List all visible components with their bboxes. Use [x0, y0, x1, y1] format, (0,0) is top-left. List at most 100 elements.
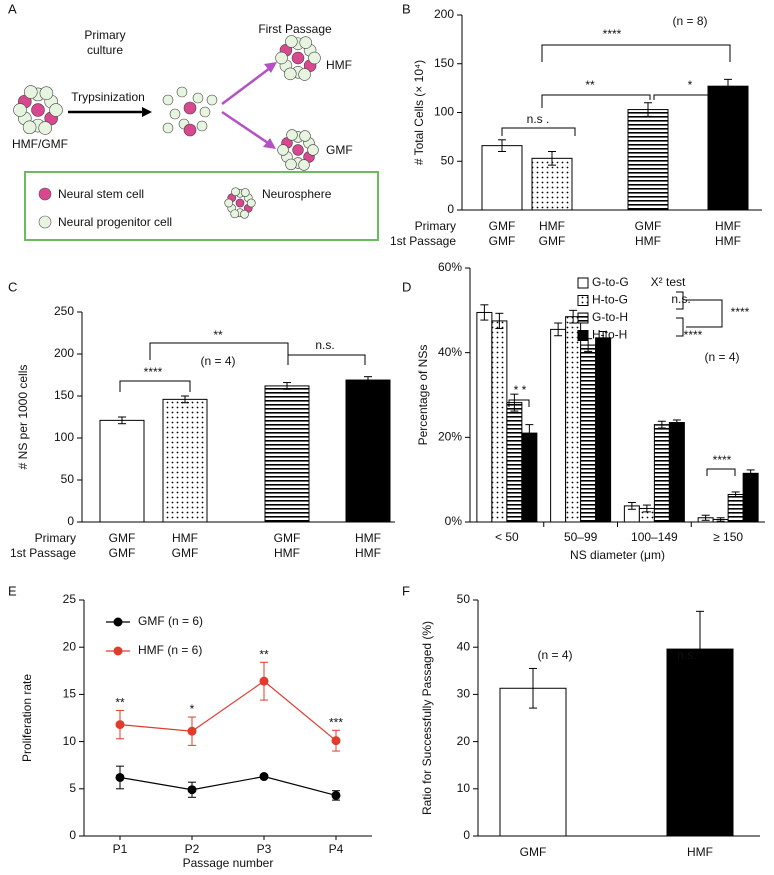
error-bar — [716, 517, 725, 522]
x-tick-label: P1 — [113, 842, 128, 856]
cell — [275, 51, 288, 65]
annotation: **** — [684, 328, 703, 342]
x-tick-label: HMF — [355, 531, 381, 545]
y-tick-label: 250 — [54, 304, 74, 318]
cell — [285, 35, 298, 48]
annotation: X² test — [651, 275, 686, 289]
y-tick-label: 150 — [434, 56, 454, 70]
x-tick-label: P2 — [185, 842, 200, 856]
bar — [264, 385, 310, 523]
annotation: n.s. — [677, 648, 696, 662]
y-tick-label: 40 — [457, 639, 471, 653]
annotation: * — [190, 702, 195, 716]
error-bar — [644, 102, 652, 117]
annotation: ** — [213, 328, 223, 342]
y-tick-label: 0 — [447, 202, 454, 216]
x-tick-label: P4 — [329, 842, 344, 856]
cell — [299, 130, 311, 142]
bar — [565, 316, 582, 523]
y-tick-label: 100 — [434, 105, 454, 119]
x-tick-label: HMF — [355, 546, 381, 560]
x-tick-label: GMF — [109, 531, 136, 545]
x-tick-label: < 50 — [495, 530, 519, 544]
cell — [183, 101, 197, 115]
arrow — [221, 110, 269, 145]
cell — [286, 129, 298, 141]
bar — [668, 422, 685, 523]
legend-text: GMF (n = 6) — [138, 614, 203, 628]
cell — [22, 120, 37, 135]
line — [119, 680, 337, 742]
point — [331, 790, 341, 800]
point — [115, 772, 125, 782]
y-tick-label: 5 — [69, 781, 76, 795]
error-bar — [364, 376, 372, 384]
diagram-text: Trypsinization — [71, 90, 145, 104]
bracket — [653, 94, 729, 108]
annotation: (n = 4) — [537, 648, 572, 662]
line — [119, 775, 337, 796]
legend-text: Neural stem cell — [58, 187, 144, 201]
panel-label: C — [8, 279, 17, 294]
cell — [39, 86, 54, 100]
row-label: 1st Passage — [10, 546, 76, 560]
x-tick-label: 100–149 — [631, 530, 678, 544]
cell — [224, 198, 234, 208]
bar — [506, 402, 523, 523]
y-tick-label: 40% — [438, 345, 462, 359]
panel-label: B — [402, 1, 411, 16]
legend-text: H-to-H — [592, 328, 627, 342]
y-axis-label: # Total Cells (× 10⁴) — [412, 60, 426, 165]
y-tick-label: 20 — [63, 639, 77, 653]
annotation: n.s. — [671, 292, 690, 306]
bar — [99, 419, 145, 523]
bracket — [676, 291, 684, 310]
diagram-text: First Passage — [258, 22, 332, 36]
bracket — [287, 354, 366, 365]
x-tick-label: GMF — [635, 219, 662, 233]
diagram: A Primary culture First Passage Trypsini… — [8, 1, 379, 241]
y-tick-label: 50 — [441, 153, 455, 167]
annotation: n.s . — [527, 112, 550, 126]
bracket — [508, 399, 530, 407]
error-bar — [525, 424, 534, 443]
panel-label: F — [402, 583, 410, 598]
legend-swatch — [577, 295, 589, 306]
x-tick-label: HMF — [172, 531, 198, 545]
cell — [13, 103, 27, 117]
cell — [246, 198, 256, 208]
cell — [196, 120, 208, 132]
cell — [24, 85, 38, 99]
cell — [298, 159, 310, 171]
bar — [481, 145, 523, 211]
cell — [284, 67, 297, 81]
y-tick-label: 30 — [457, 687, 471, 701]
bar — [595, 337, 612, 523]
annotation: ** — [259, 647, 269, 661]
point — [187, 785, 197, 795]
arrow-head — [263, 138, 276, 149]
x-tick-label: ≥ 150 — [713, 530, 743, 544]
bar — [653, 424, 670, 523]
y-tick-label: 25 — [63, 592, 77, 606]
y-tick-label: 20 — [457, 734, 471, 748]
annotation: **** — [713, 453, 732, 467]
bracket — [149, 342, 289, 360]
error-bar — [599, 331, 608, 345]
cell — [231, 187, 240, 197]
error-bar — [672, 419, 681, 426]
annotation: ** — [585, 78, 595, 92]
point — [331, 736, 341, 746]
y-tick-label: 50 — [457, 592, 471, 606]
x-tick-label: GMF — [109, 546, 136, 560]
y-tick-label: 10 — [63, 734, 77, 748]
point — [115, 720, 125, 730]
x-axis-label: Passage number — [183, 856, 274, 870]
cell — [235, 198, 245, 208]
y-tick-label: 10 — [457, 781, 471, 795]
error-bar — [181, 395, 189, 404]
y-tick-label: 0 — [67, 514, 74, 528]
error-bar — [642, 504, 651, 513]
y-axis-label: Proliferation rate — [20, 674, 34, 762]
cell — [192, 92, 204, 104]
